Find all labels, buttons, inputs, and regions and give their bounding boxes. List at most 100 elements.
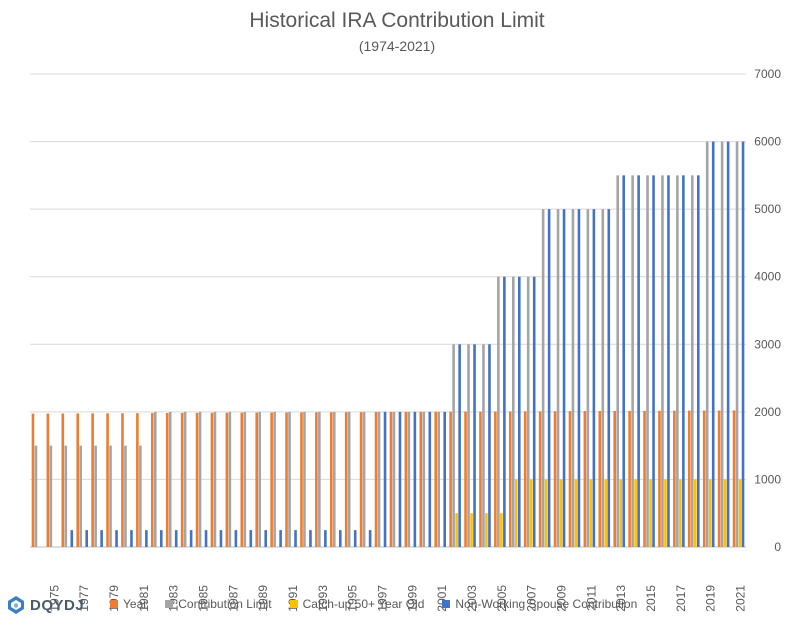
bar-year-1977 [76,413,80,547]
bar-catch-up-2018 [693,479,697,547]
bar-contribution-limit-2014 [631,175,634,548]
x-tick-label: 1985 [197,585,211,612]
legend-label-contribution-limit: Contribution Limit [178,597,272,611]
bar-catch-up-2008 [544,479,548,547]
bar-contribution-limit-2010 [571,209,575,547]
bar-spouse-2004 [488,344,491,547]
legend-item-year: Year [110,597,147,611]
x-tick-label: 2007 [525,585,539,612]
bar-contribution-limit-2020 [720,141,724,547]
bar-spouse-2015 [652,175,655,548]
brand-logo: DQYDJ [6,595,84,615]
x-tick-label: 1977 [77,585,91,612]
x-tick-label: 2019 [704,585,718,612]
y-tick-label: 5000 [754,202,781,216]
y-tick-label: 4000 [754,270,781,284]
y-tick-label: 2000 [754,405,781,419]
bar-catch-up-2005 [500,513,503,547]
bar-contribution-limit-1990 [273,411,276,547]
bar-year-1991 [285,412,288,547]
bar-year-1995 [344,412,348,547]
bar-spouse-2016 [667,175,670,548]
bar-contribution-limit-2002 [452,344,455,547]
legend: Year Contribution Limit Catch-up 50+ Yea… [110,597,637,611]
bar-contribution-limit-2019 [705,141,709,547]
bar-spouse-1978 [100,530,103,547]
bar-contribution-limit-2016 [661,175,664,548]
bar-spouse-1985 [204,530,208,547]
bar-catch-up-2011 [589,479,593,547]
bar-spouse-2011 [592,209,596,547]
x-tick-label: 2009 [555,585,569,612]
x-tick-label: 2005 [495,585,509,612]
bar-spouse-1992 [309,530,312,547]
bar-year-1999 [404,411,408,547]
y-axis: 0 1000 2000 3000 4000 5000 6000 7000 [754,67,781,554]
bar-contribution-limit-1988 [243,411,247,547]
legend-item-spouse: Non-Working Spouse Contribution [442,597,637,611]
x-tick-label: 1981 [137,585,151,612]
legend-swatch-spouse [442,600,451,608]
bar-contribution-limit-1993 [318,411,321,547]
bar-contribution-limit-1997 [377,411,381,547]
bar-spouse-2001 [443,411,447,547]
bar-contribution-limit-1980 [124,445,127,547]
bar-year-1982 [150,413,154,547]
bar-spouse-1987 [234,530,238,547]
bar-year-1975 [46,413,50,547]
bar-year-1983 [165,413,169,547]
bar-year-1990 [270,412,273,547]
bar-catch-up-2004 [485,513,488,547]
bar-catch-up-2015 [649,479,652,547]
bar-catch-up-2009 [559,479,563,547]
gridlines [30,73,746,548]
bar-contribution-limit-2012 [601,209,605,547]
x-tick-label: 2017 [674,585,688,612]
bar-contribution-limit-2001 [437,411,441,547]
bar-year-1980 [121,413,124,547]
legend-label-catch-up: Catch-up 50+ Year Old [302,597,425,611]
bar-spouse-2013 [622,175,626,548]
bar-spouse-1999 [413,411,417,547]
bar-year-2008 [538,411,542,547]
bar-year-2004 [479,411,482,547]
bar-contribution-limit-2018 [690,175,694,548]
y-tick-label: 7000 [754,67,781,81]
bar-catch-up-2019 [708,479,712,547]
bar-year-2002 [449,411,452,547]
bar-catch-up-2020 [723,479,727,547]
bar-year-1989 [255,412,259,547]
bar-contribution-limit-1996 [362,411,366,547]
x-tick-label: 2015 [644,585,658,612]
bar-spouse-2000 [428,411,432,547]
bar-contribution-limit-2021 [735,141,739,547]
legend-item-catch-up: Catch-up 50+ Year Old [289,597,425,611]
bar-catch-up-2007 [529,479,533,547]
bar-contribution-limit-2006 [511,276,515,547]
bar-year-1986 [210,412,214,547]
bar-spouse-1983 [174,530,178,547]
bar-year-1988 [240,412,244,547]
bar-contribution-limit-2005 [497,276,500,547]
bar-spouse-1979 [115,530,118,547]
bar-catch-up-2003 [470,513,473,547]
bar-contribution-limit-1982 [153,411,157,547]
chart-subtitle: (1974-2021) [358,38,436,54]
bar-contribution-limit-1985 [198,411,202,547]
bar-year-1981 [136,413,139,547]
bar-catch-up-2021 [738,479,742,547]
legend-swatch-catch-up [289,600,298,608]
bar-year-2007 [523,411,527,547]
bar-contribution-limit-1975 [49,445,53,547]
bar-year-1984 [180,412,184,547]
bar-catch-up-2012 [604,479,608,547]
bar-catch-up-2006 [514,479,518,547]
bar-spouse-1982 [159,530,163,547]
logo-text: DQYDJ [30,596,85,614]
bar-year-2005 [494,411,497,547]
x-tick-label: 1993 [316,585,330,612]
bar-year-2003 [464,411,467,547]
bar-contribution-limit-1989 [258,411,262,547]
x-tick-label: 2011 [584,585,598,611]
bar-year-2011 [583,411,587,547]
